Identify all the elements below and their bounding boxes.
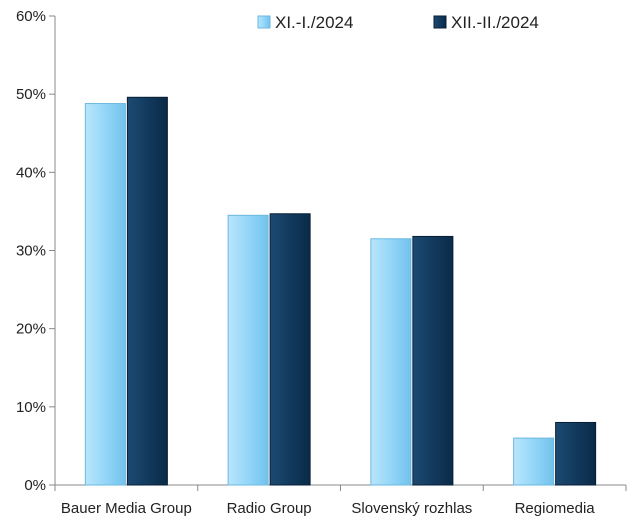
x-category-label: Regiomedia bbox=[515, 500, 596, 517]
x-category-label: Radio Group bbox=[227, 500, 312, 517]
legend-label: XI.-I./2024 bbox=[275, 13, 353, 32]
bar-series-2 bbox=[126, 96, 168, 486]
bar-series-1 bbox=[227, 214, 269, 486]
y-tick-label: 0% bbox=[24, 477, 46, 494]
legend-label: XII.-II./2024 bbox=[451, 13, 539, 32]
bar-series-2 bbox=[412, 235, 454, 486]
bars bbox=[84, 96, 597, 486]
bar-series-2 bbox=[269, 213, 311, 486]
bar-series-1 bbox=[84, 103, 126, 486]
legend-swatch bbox=[257, 15, 271, 29]
y-tick-label: 10% bbox=[16, 399, 46, 416]
legend-swatch bbox=[433, 15, 447, 29]
y-tick-label: 50% bbox=[16, 86, 46, 103]
y-tick-label: 20% bbox=[16, 321, 46, 338]
bar-series-1 bbox=[513, 437, 555, 486]
y-tick-label: 30% bbox=[16, 243, 46, 260]
bar-series-1 bbox=[370, 238, 412, 486]
legend: XI.-I./2024 XII.-II./2024 bbox=[257, 13, 539, 32]
bar-series-2 bbox=[555, 421, 597, 486]
x-category-label: Slovenský rozhlas bbox=[351, 500, 472, 517]
x-category-label: Bauer Media Group bbox=[61, 500, 192, 517]
y-axis: 0% 10% 20% 30% 40% 50% 60% bbox=[16, 8, 56, 494]
y-tick-label: 60% bbox=[16, 8, 46, 25]
x-axis: Bauer Media Group Radio Group Slovenský ro… bbox=[54, 484, 627, 517]
y-tick-label: 40% bbox=[16, 164, 46, 181]
